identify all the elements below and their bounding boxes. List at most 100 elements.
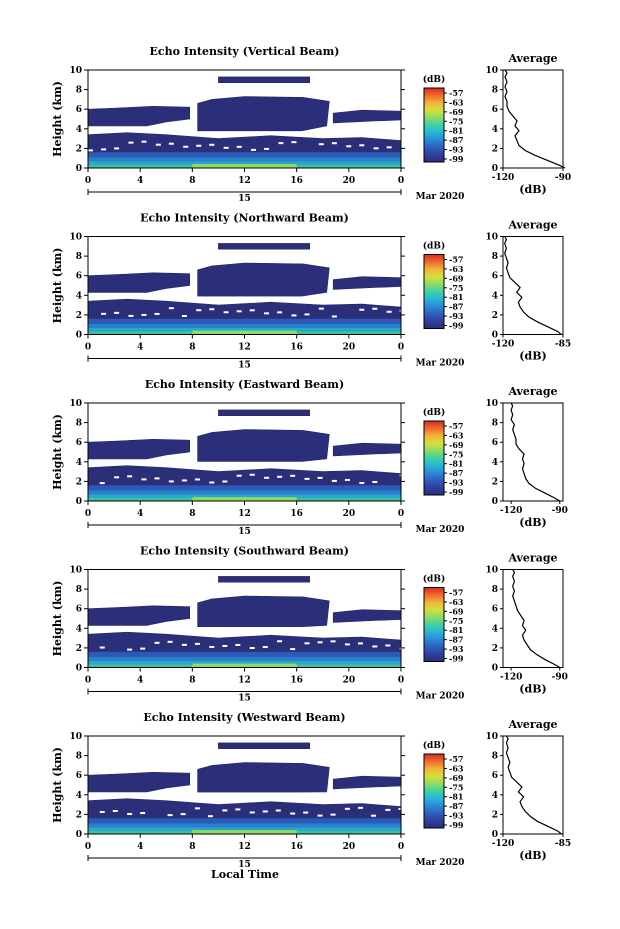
echo-gap [318, 143, 324, 146]
x-tick-label: 0 [85, 509, 91, 519]
colorbar-tick-label: -75 [449, 449, 463, 459]
x-tick-label: 4 [137, 676, 143, 686]
colorbar-tick-label: -75 [449, 782, 463, 792]
echo-gap [154, 477, 160, 480]
colorbar [423, 753, 445, 829]
echo-gap [275, 809, 281, 812]
y-axis-label: Height (km) [51, 581, 64, 657]
panel-title: Echo Intensity (Eastward Beam) [145, 378, 344, 391]
echo-gap [140, 812, 146, 815]
average-y-tick-label: 2 [492, 644, 498, 654]
day-label: 15 [238, 194, 251, 204]
echo-gap [155, 143, 161, 146]
echo-region [88, 438, 190, 460]
average-title: Average [507, 219, 557, 232]
colorbar-tick-label: -87 [449, 135, 463, 145]
near-ground-echo [88, 651, 401, 657]
y-axis-label: Height (km) [51, 248, 64, 324]
y-tick-label: 0 [76, 164, 82, 174]
average-y-tick-label: 8 [492, 585, 498, 595]
echo-gap [290, 474, 296, 477]
echo-region [332, 276, 401, 290]
average-frame [502, 402, 564, 502]
x-tick-label: 8 [189, 343, 195, 353]
echo-gap [371, 814, 377, 817]
x-tick-label: 12 [238, 176, 251, 186]
echo-gap [88, 149, 93, 152]
panel-title: Echo Intensity (Northward Beam) [140, 212, 349, 225]
average-y-tick-label: 2 [492, 144, 498, 154]
colorbar-tick-label: -57 [449, 421, 463, 431]
echo-gap [277, 640, 283, 643]
average-y-tick-label: 8 [492, 252, 498, 262]
day-label: 15 [238, 860, 251, 870]
colorbar-tick-label: -81 [449, 126, 463, 136]
echo-region [218, 742, 311, 750]
x-tick-label: 12 [238, 676, 251, 686]
echo-gap [386, 310, 392, 313]
echo-gap [167, 814, 173, 817]
average-y-tick-label: 0 [492, 830, 498, 840]
colorbar [423, 420, 445, 496]
echo-gap [330, 640, 336, 643]
colorbar-tick-label: -99 [449, 154, 464, 164]
x-tick-label: 16 [290, 176, 303, 186]
echo-field [88, 576, 401, 668]
y-tick-label: 6 [76, 605, 82, 615]
y-tick-label: 4 [76, 624, 82, 634]
average-profile-line [504, 69, 566, 169]
echo-gap [331, 479, 337, 482]
average-x-tick-label: -90 [552, 506, 568, 516]
echo-gap [317, 641, 323, 644]
echo-gap [101, 148, 107, 151]
near-ground-echo [88, 318, 401, 324]
colorbar-tick-label: -69 [449, 440, 464, 450]
echo-region [332, 442, 401, 457]
y-tick-label: 2 [76, 644, 82, 654]
echo-gap [209, 308, 215, 311]
average-title: Average [507, 718, 557, 731]
echo-gap [304, 642, 310, 645]
y-tick-label: 6 [76, 771, 82, 781]
echo-gap [278, 142, 284, 145]
average-title: Average [507, 552, 557, 565]
average-y-tick-label: 6 [492, 272, 498, 282]
near-ground-echo [88, 490, 401, 495]
average-y-tick-label: 2 [492, 311, 498, 321]
near-ground-echo [88, 494, 401, 498]
echo-field [88, 243, 401, 335]
average-x-label: (dB) [519, 516, 546, 529]
colorbar-tick-label: -99 [449, 820, 464, 830]
panel-title: Echo Intensity (Vertical Beam) [149, 45, 339, 58]
panel-5: Echo Intensity (Westward Beam) 0 2 4 6 8 10 0 4 8… [51, 711, 571, 870]
echo-gap [114, 311, 120, 314]
echo-gap [344, 643, 350, 646]
average-y-tick-label: 10 [485, 566, 498, 576]
echo-gap [154, 312, 160, 315]
echo-gap [357, 642, 363, 645]
echo-region [332, 775, 401, 790]
echo-gap [277, 475, 283, 478]
echo-gap [372, 307, 378, 310]
colorbar-tick-label: -81 [449, 792, 463, 802]
echo-gap [194, 478, 200, 481]
average-x-label: (dB) [519, 683, 546, 696]
echo-field [88, 742, 401, 834]
echo-gap [114, 476, 120, 479]
average-frame [502, 236, 564, 335]
echo-gap [291, 314, 297, 317]
average-x-label: (dB) [519, 183, 546, 196]
echo-gap [236, 145, 242, 148]
colorbar-tick-label: -87 [449, 801, 463, 811]
average-x-tick-label: -120 [492, 839, 515, 849]
near-ground-echo [88, 161, 401, 165]
echo-gap [264, 476, 270, 479]
echo-gap [398, 807, 401, 810]
average-y-tick-label: 6 [492, 438, 498, 448]
panel-title: Echo Intensity (Westward Beam) [143, 711, 345, 724]
echo-gap [141, 313, 147, 316]
near-ground-core [192, 497, 297, 501]
echo-gap [331, 315, 337, 318]
average-y-tick-label: 4 [492, 291, 498, 301]
colorbar-tick-label: -99 [449, 654, 464, 664]
